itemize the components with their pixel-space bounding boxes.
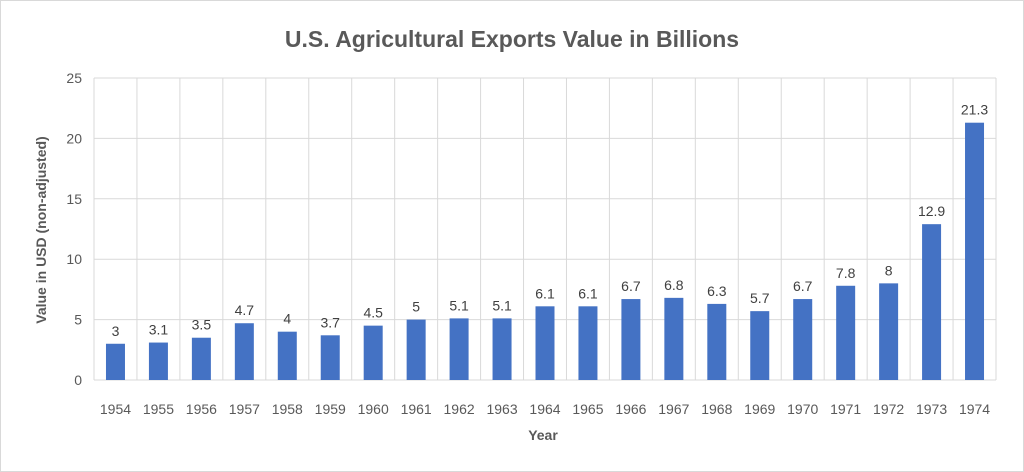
data-label-1974: 21.3 [961, 102, 988, 118]
x-tick-label: 1955 [143, 401, 174, 417]
x-tick-label: 1960 [358, 401, 389, 417]
data-label-1971: 7.8 [836, 265, 856, 281]
x-tick-label: 1963 [486, 401, 517, 417]
bar-1972 [879, 283, 899, 380]
bar-1963 [492, 318, 512, 380]
x-tick-label: 1957 [229, 401, 260, 417]
bar-1968 [707, 303, 727, 380]
data-label-1970: 6.7 [793, 278, 813, 294]
data-label-1957: 4.7 [235, 302, 255, 318]
x-tick-label: 1959 [315, 401, 346, 417]
x-tick-label: 1971 [830, 401, 861, 417]
y-tick-label: 20 [66, 130, 82, 146]
bar-1973 [922, 224, 942, 380]
bar-1971 [836, 285, 856, 380]
bar-1958 [277, 331, 297, 380]
bar-1956 [191, 337, 211, 380]
data-label-1963: 5.1 [492, 297, 512, 313]
bar-1965 [578, 306, 598, 380]
x-tick-label: 1956 [186, 401, 217, 417]
data-label-1960: 4.5 [363, 305, 383, 321]
x-tick-label: 1967 [658, 401, 689, 417]
data-labels: 3 3.1 3.5 4.7 4 3.7 4.5 5 5.1 5.1 6.1 6.1 6.7 6.8 6.3 5… [112, 102, 989, 339]
x-tick-label: 1968 [701, 401, 732, 417]
bar-1955 [148, 342, 168, 380]
data-label-1968: 6.3 [707, 283, 727, 299]
bar-1957 [234, 323, 254, 380]
x-tick-label: 1973 [916, 401, 947, 417]
y-axis-title: Value in USD (non-adjusted) [33, 136, 49, 323]
x-axis-ticks: 1954 1955 1956 1957 1958 1959 1960 1961 1962 1963… [100, 401, 990, 417]
x-tick-label: 1958 [272, 401, 303, 417]
data-label-1959: 3.7 [321, 314, 341, 330]
x-tick-label: 1974 [959, 401, 990, 417]
bar-1954 [105, 343, 125, 380]
bar-1961 [406, 319, 426, 380]
x-axis-title: Year [528, 427, 558, 443]
x-tick-label: 1972 [873, 401, 904, 417]
x-tick-label: 1969 [744, 401, 775, 417]
data-label-1969: 5.7 [750, 290, 770, 306]
x-tick-label: 1961 [401, 401, 432, 417]
data-label-1965: 6.1 [578, 285, 598, 301]
x-tick-label: 1966 [615, 401, 646, 417]
x-tick-label: 1954 [100, 401, 131, 417]
bar-1960 [363, 325, 383, 380]
x-tick-label: 1964 [529, 401, 560, 417]
y-tick-label: 15 [66, 191, 82, 207]
bar-1962 [449, 318, 469, 380]
data-label-1966: 6.7 [621, 278, 641, 294]
bar-1969 [750, 311, 770, 380]
y-tick-label: 25 [66, 70, 82, 86]
x-tick-label: 1962 [444, 401, 475, 417]
y-tick-label: 0 [74, 372, 82, 388]
data-label-1972: 8 [885, 262, 893, 278]
bar-1964 [535, 306, 555, 380]
bar-1959 [320, 335, 340, 380]
bar-1966 [621, 299, 641, 380]
data-label-1967: 6.8 [664, 277, 684, 293]
x-tick-label: 1965 [572, 401, 603, 417]
data-label-1954: 3 [112, 323, 120, 339]
data-label-1973: 12.9 [918, 203, 945, 219]
bar-1970 [793, 299, 813, 380]
bars [105, 122, 985, 381]
chart-title: U.S. Agricultural Exports Value in Billi… [285, 26, 739, 52]
data-label-1962: 5.1 [449, 297, 469, 313]
y-axis-ticks: 0 5 10 15 20 25 [66, 70, 82, 388]
data-label-1964: 6.1 [535, 285, 555, 301]
y-tick-label: 5 [74, 312, 82, 328]
data-label-1956: 3.5 [192, 317, 212, 333]
bar-1967 [664, 297, 684, 380]
data-label-1958: 4 [283, 311, 291, 327]
y-tick-label: 10 [66, 251, 82, 267]
data-label-1961: 5 [412, 299, 420, 315]
data-label-1955: 3.1 [149, 322, 169, 338]
bar-1974 [965, 122, 985, 381]
x-tick-label: 1970 [787, 401, 818, 417]
